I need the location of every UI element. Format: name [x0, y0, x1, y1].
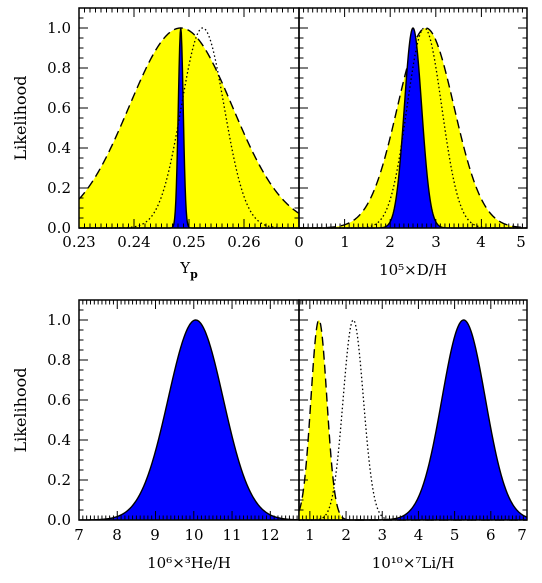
panel-lithium7-curves — [298, 319, 528, 521]
p2-y-tick-0: 0.0 — [47, 511, 71, 529]
p0-y-tick-2: 0.4 — [47, 139, 71, 157]
panel-lithium7-ticks — [298, 299, 528, 521]
p0-y-tick-0: 0.0 — [47, 219, 71, 237]
p0-x-tick-1: 0.24 — [117, 233, 150, 251]
panel-deuterium: 0 1 2 3 4 5 10⁵×D/H — [294, 7, 528, 279]
p3-x-tick-4: 5 — [450, 526, 460, 544]
curve-fill-blue — [299, 320, 527, 520]
p0-y-axis-label: Likelihood — [11, 76, 30, 161]
panel-deuterium-ticks — [298, 7, 528, 229]
p0-x-tick-2: 0.25 — [172, 233, 205, 251]
curve-fill-blue — [299, 28, 527, 228]
p3-x-tick-0: 1 — [305, 526, 315, 544]
p1-x-tick-0: 0 — [294, 233, 304, 251]
p3-x-tick-5: 6 — [486, 526, 496, 544]
p3-x-tick-3: 4 — [414, 526, 424, 544]
panel-lithium7: 1 2 3 4 5 6 7 10¹⁰×⁷Li/H — [298, 299, 528, 572]
p2-x-tick-3: 10 — [184, 526, 203, 544]
p1-x-tick-5: 5 — [516, 233, 526, 251]
p2-x-tick-1: 8 — [112, 526, 122, 544]
p2-x-tick-5: 12 — [260, 526, 279, 544]
panel-helium3-ticks — [78, 299, 302, 521]
p2-x-tick-2: 9 — [150, 526, 160, 544]
panel-helium-mass-fraction: 0.23 0.24 0.25 0.26 0.0 0.2 0.4 0.6 0.8 … — [11, 7, 300, 281]
p2-y-axis-label: Likelihood — [11, 368, 30, 453]
p2-y-tick-5: 1.0 — [47, 311, 71, 329]
p2-x-tick-4: 11 — [222, 526, 241, 544]
p0-x-axis-label: Yp — [179, 259, 198, 281]
p1-x-tick-3: 3 — [431, 233, 441, 251]
p2-y-tick-4: 0.8 — [47, 351, 71, 369]
p0-y-tick-5: 1.0 — [47, 19, 71, 37]
curve-line-dashed — [78, 27, 300, 214]
panel-helium-mass-fraction-curves — [78, 27, 300, 229]
p3-x-tick-2: 3 — [378, 526, 388, 544]
curve-fill-yellow — [299, 320, 527, 520]
p0-y-tick-1: 0.2 — [47, 179, 71, 197]
p1-x-tick-2: 2 — [385, 233, 395, 251]
p3-x-axis-label: 10¹⁰×⁷Li/H — [372, 554, 455, 572]
p1-x-tick-4: 4 — [476, 233, 486, 251]
curve-fill-blue — [79, 320, 299, 520]
p0-x-tick-3: 0.26 — [227, 233, 260, 251]
p3-x-tick-6: 7 — [517, 526, 527, 544]
p1-x-tick-1: 1 — [340, 233, 350, 251]
panel-deuterium-curves — [299, 27, 528, 229]
p2-y-tick-1: 0.2 — [47, 471, 71, 489]
p0-y-tick-3: 0.6 — [47, 99, 71, 117]
p3-x-tick-1: 2 — [341, 526, 351, 544]
p2-y-tick-3: 0.6 — [47, 391, 71, 409]
p0-y-tick-4: 0.8 — [47, 59, 71, 77]
p1-x-axis-label: 10⁵×D/H — [379, 261, 447, 279]
panel-helium3: 7 8 9 10 11 12 0.0 0.2 0.4 0.6 0.8 1.0 L… — [11, 299, 302, 572]
curve-line-solid — [79, 319, 300, 521]
p2-y-tick-2: 0.4 — [47, 431, 71, 449]
p2-x-tick-0: 7 — [74, 526, 84, 544]
p2-x-axis-label: 10⁶×³He/H — [147, 554, 231, 572]
panel-helium3-curves — [79, 319, 300, 521]
p0-x-tick-0: 0.23 — [62, 233, 95, 251]
curve-fill-yellow — [79, 28, 299, 228]
